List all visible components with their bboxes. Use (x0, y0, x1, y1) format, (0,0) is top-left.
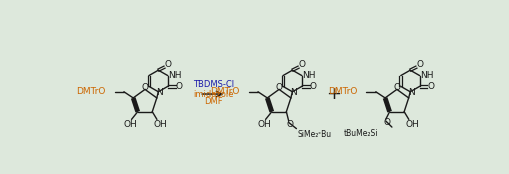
Text: TBDMS-Cl: TBDMS-Cl (192, 80, 234, 89)
Text: DMTrO: DMTrO (76, 87, 105, 96)
Text: NH: NH (302, 71, 316, 80)
Text: O: O (275, 83, 282, 92)
Text: O: O (176, 82, 183, 91)
Text: O: O (384, 118, 391, 127)
Text: O: O (428, 82, 435, 91)
Text: NH: NH (168, 71, 182, 80)
Text: O: O (287, 120, 294, 129)
Text: N: N (157, 88, 163, 97)
Text: O: O (310, 82, 317, 91)
Text: tBuMe₂Si: tBuMe₂Si (344, 129, 378, 138)
Text: N: N (291, 88, 297, 97)
Text: OH: OH (123, 120, 137, 129)
Text: SiMe₂ᶜBu: SiMe₂ᶜBu (298, 129, 332, 139)
Text: DMF: DMF (204, 97, 222, 106)
Text: imidazole: imidazole (193, 90, 234, 98)
Text: DMTrO: DMTrO (328, 87, 357, 96)
Text: N: N (408, 88, 415, 97)
Text: OH: OH (153, 120, 167, 129)
Text: O: O (299, 60, 306, 69)
Text: OH: OH (405, 120, 419, 129)
Text: O: O (417, 60, 424, 69)
Text: +: + (326, 85, 341, 103)
Text: OH: OH (257, 120, 271, 129)
Text: NH: NH (420, 71, 433, 80)
Text: DMTrO: DMTrO (210, 87, 239, 96)
Text: O: O (393, 83, 401, 92)
Text: O: O (165, 60, 172, 69)
Text: O: O (142, 83, 149, 92)
